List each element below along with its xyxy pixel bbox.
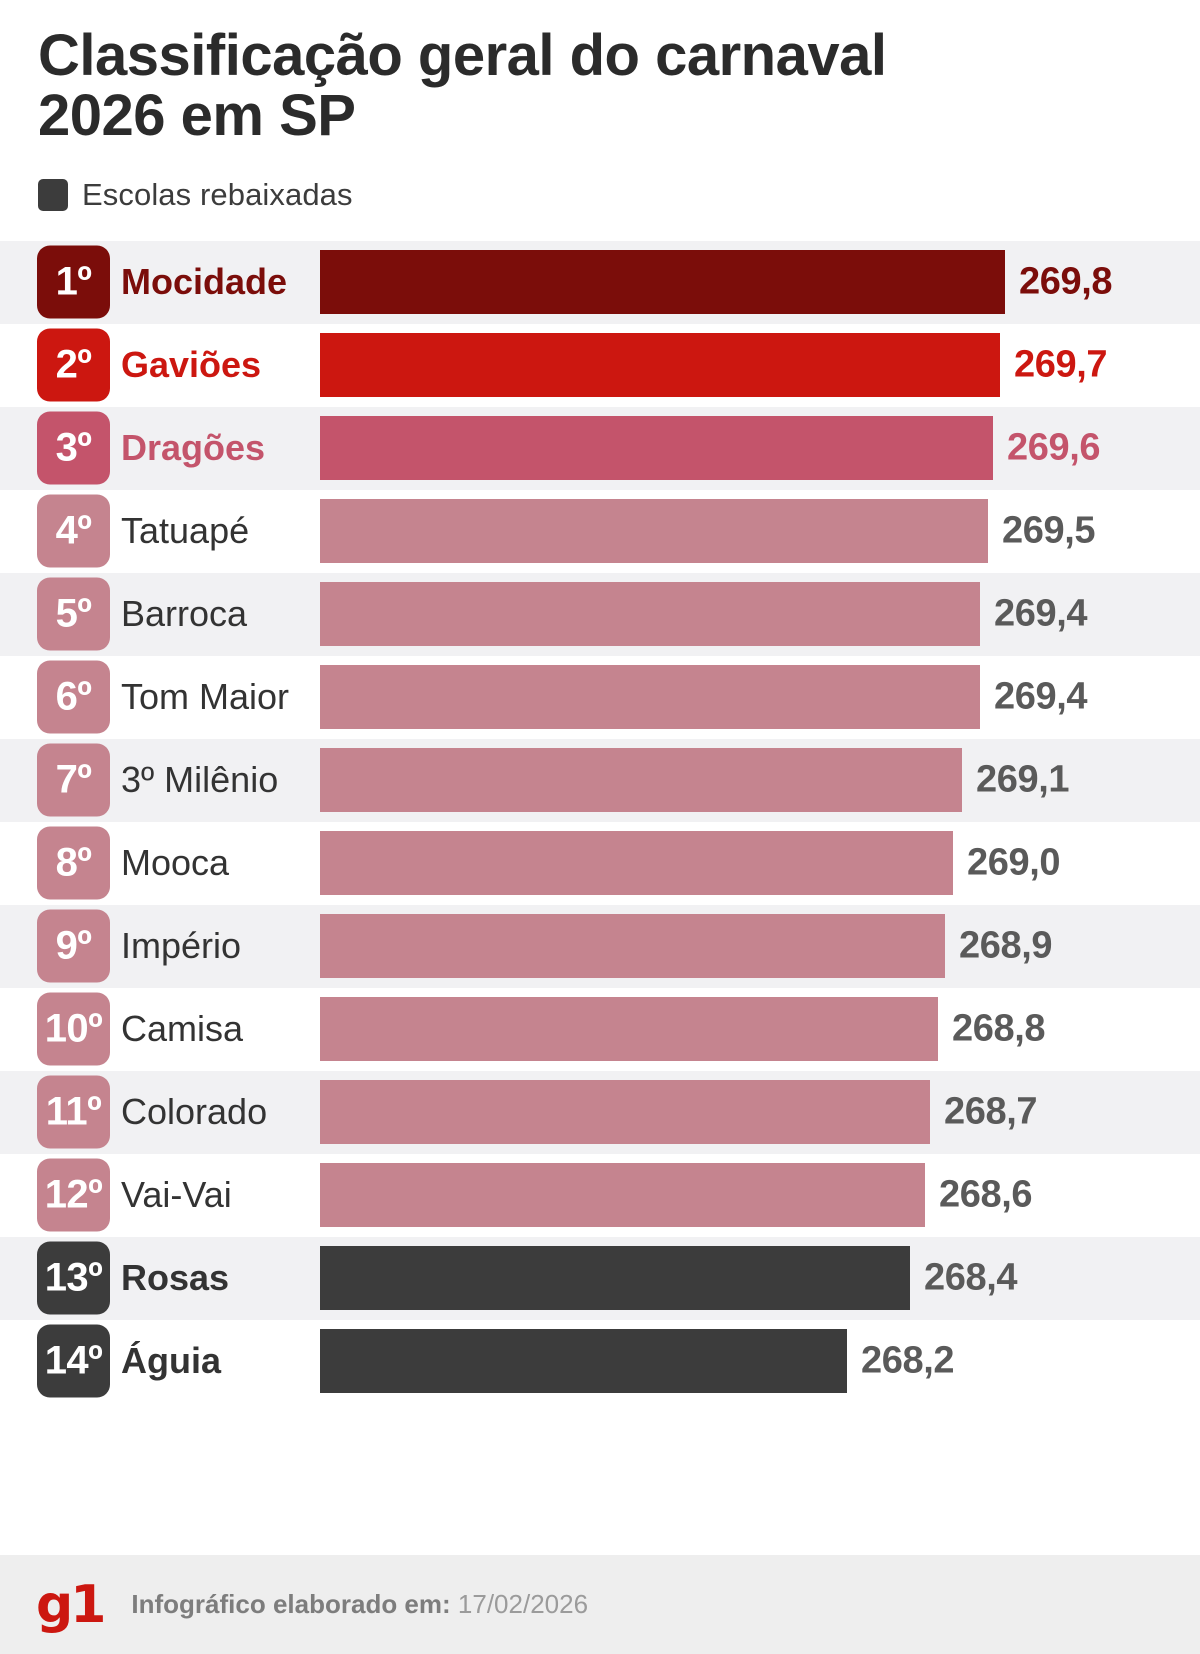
rank-badge: 6º [37,660,110,734]
rank-badge: 5º [37,577,110,651]
score-value: 268,4 [924,1256,1018,1299]
table-row: 10º Camisa 268,8 [0,987,1200,1071]
score-value: 269,4 [994,675,1088,718]
school-name: Rosas [121,1257,230,1299]
score-value: 269,6 [1007,426,1101,469]
score-bar [320,665,980,730]
school-name: Colorado [121,1091,268,1133]
score-value: 269,4 [994,592,1088,635]
footer: g1 Infográfico elaborado em: 17/02/2026 [0,1555,1200,1654]
rank-badge: 10º [37,992,110,1066]
table-row: 7º 3º Milênio 269,1 [0,738,1200,822]
ranking-chart: 1º Mocidade 269,8 2º Gaviões 269,7 3º Dragões 26… [0,240,1200,1403]
rank-badge: 8º [37,826,110,900]
score-value: 268,2 [861,1339,955,1382]
table-row: 5º Barroca 269,4 [0,572,1200,656]
school-name: Camisa [121,1008,244,1050]
school-name: Águia [121,1340,222,1382]
school-name: Vai-Vai [121,1174,232,1216]
table-row: 12º Vai-Vai 268,6 [0,1153,1200,1237]
table-row: 14º Águia 268,2 [0,1319,1200,1403]
score-bar [320,250,1005,315]
table-row: 6º Tom Maior 269,4 [0,655,1200,739]
table-row: 2º Gaviões 269,7 [0,323,1200,407]
rank-badge: 2º [37,328,110,402]
score-value: 269,1 [976,758,1070,801]
g1-logo: g1 [36,1574,106,1635]
score-bar [320,914,945,979]
rank-badge: 1º [37,245,110,319]
school-name: Mocidade [121,261,288,303]
rank-badge: 11º [37,1075,110,1149]
table-row: 1º Mocidade 269,8 [0,240,1200,324]
score-value: 268,7 [944,1090,1038,1133]
school-name: Dragões [121,427,266,469]
score-value: 269,0 [967,841,1061,884]
rank-badge: 14º [37,1324,110,1398]
table-row: 9º Império 268,9 [0,904,1200,988]
legend: Escolas rebaixadas [38,177,1162,213]
score-bar [320,416,993,481]
school-name: Império [121,925,242,967]
credit-date: 17/02/2026 [457,1589,589,1619]
score-bar [320,831,953,896]
score-bar [320,499,988,564]
table-row: 13º Rosas 268,4 [0,1236,1200,1320]
score-value: 269,5 [1002,509,1096,552]
school-name: Barroca [121,593,248,635]
table-row: 8º Mooca 269,0 [0,821,1200,905]
rank-badge: 13º [37,1241,110,1315]
score-bar [320,333,1000,398]
score-bar [320,1246,910,1311]
rank-badge: 3º [37,411,110,485]
score-value: 269,7 [1014,343,1108,386]
rank-badge: 4º [37,494,110,568]
page-title: Classificação geral do carnaval 2026 em … [38,23,887,149]
score-value: 269,8 [1019,260,1113,303]
rank-badge: 12º [37,1158,110,1232]
score-bar [320,582,980,647]
table-row: 4º Tatuapé 269,5 [0,489,1200,573]
school-name: Tatuapé [121,510,250,552]
school-name: Gaviões [121,344,262,386]
school-name: 3º Milênio [121,759,279,801]
score-bar [320,997,938,1062]
school-name: Mooca [121,842,230,884]
score-value: 268,9 [959,924,1053,967]
credit-label: Infográfico elaborado em: [131,1589,451,1619]
table-row: 3º Dragões 269,6 [0,406,1200,490]
school-name: Tom Maior [121,676,290,718]
score-bar [320,1163,925,1228]
legend-label: Escolas rebaixadas [82,176,353,212]
score-bar [320,748,962,813]
score-value: 268,6 [939,1173,1033,1216]
credit-line: Infográfico elaborado em: 17/02/2026 [131,1589,588,1620]
score-value: 268,8 [952,1007,1046,1050]
rank-badge: 9º [37,909,110,983]
score-bar [320,1329,847,1394]
rank-badge: 7º [37,743,110,817]
header: Classificação geral do carnaval 2026 em … [0,0,1200,213]
relegated-swatch-icon [38,178,68,211]
table-row: 11º Colorado 268,7 [0,1070,1200,1154]
score-bar [320,1080,930,1145]
